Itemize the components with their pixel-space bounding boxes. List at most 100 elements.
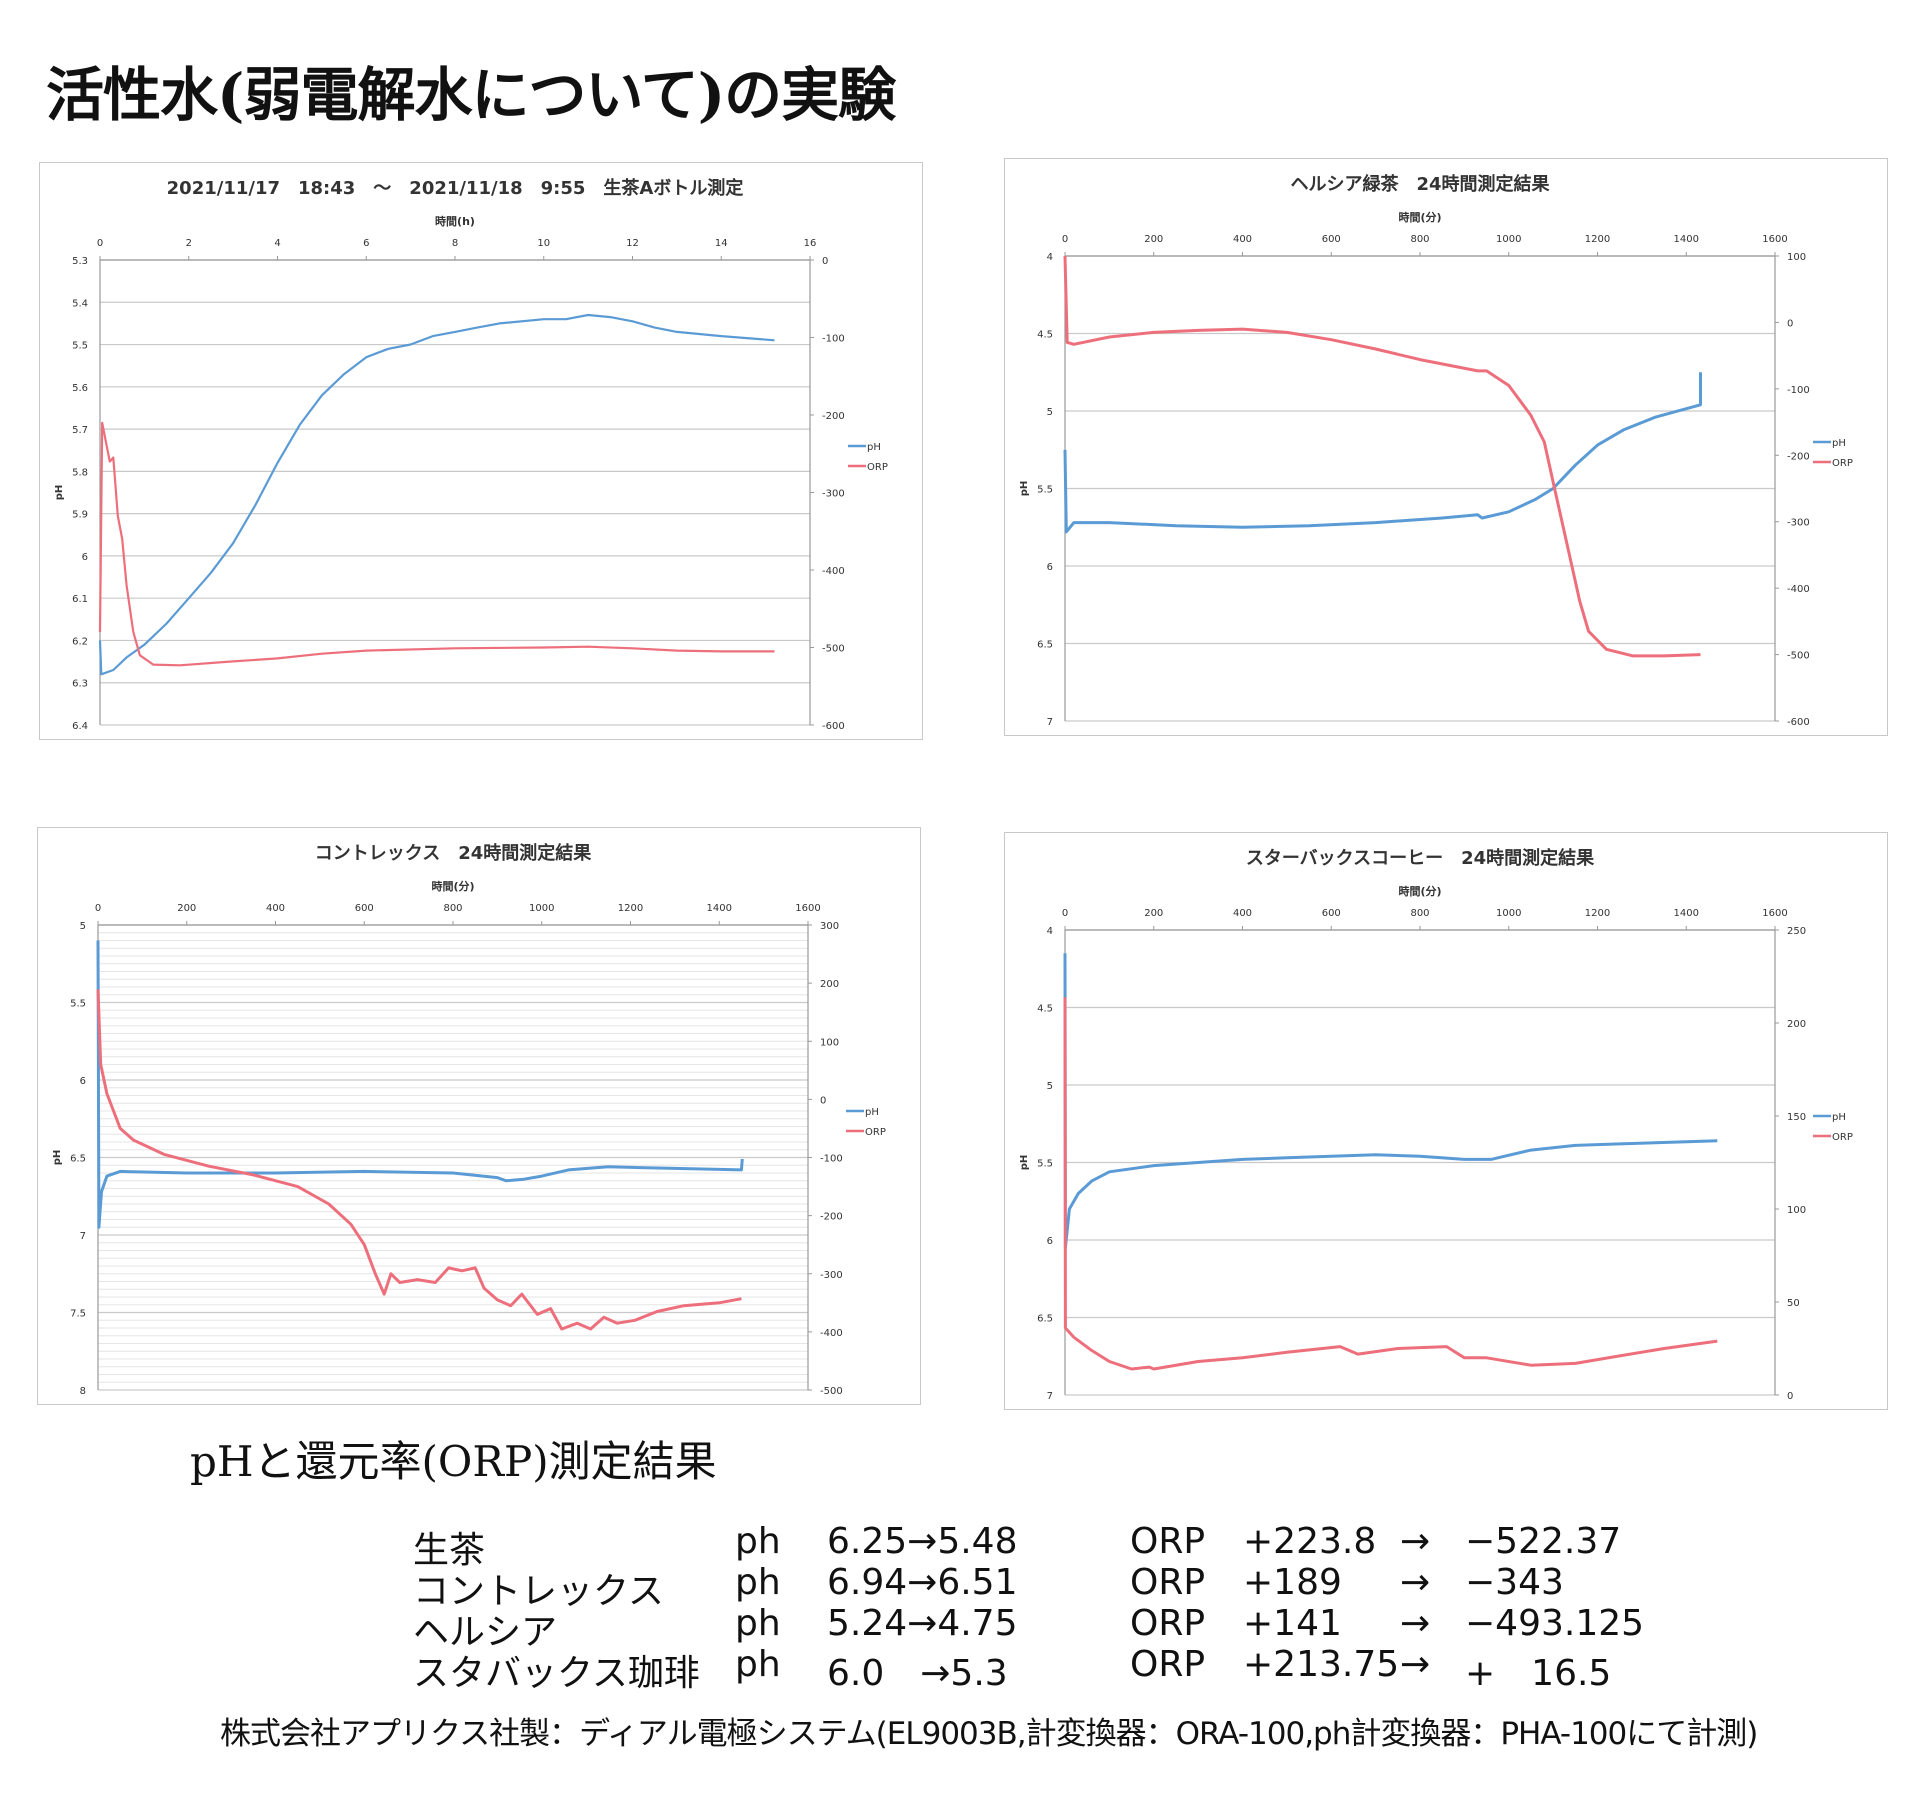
y-left-tick-label: 6.2 (72, 636, 88, 647)
summary-ph: 6.25→5.48 (827, 1521, 1018, 1562)
summary-orp-to: −522.37 (1465, 1521, 1622, 1562)
y-left-tick-label: 4 (1047, 252, 1053, 263)
y-right-tick-label: 300 (820, 921, 839, 932)
series-line-ph (98, 313, 775, 676)
x-tick-label: 400 (1233, 234, 1252, 245)
y-left-tick-label: 5.5 (1037, 1159, 1053, 1170)
y-left-tick-label: 5.9 (72, 510, 88, 521)
summary-orp-from: +189 (1243, 1562, 1342, 1603)
y-left-tick-label: 5.7 (72, 425, 88, 436)
summary-orp-label: ORP (1130, 1644, 1206, 1685)
x-tick-label: 1000 (1496, 908, 1521, 919)
y-left-tick-label: 7 (1047, 1391, 1053, 1402)
y-right-tick-label: -500 (820, 1386, 843, 1397)
summary-arrow: → (1400, 1603, 1431, 1644)
summary-orp-label: ORP (1130, 1521, 1206, 1562)
chart-contrex: コントレックス 24時間測定結果 時間(分) pH 5 5.5 6 6.5 7 7.5 8 300 2… (37, 827, 921, 1405)
y-left-tick-label: 6.5 (70, 1154, 86, 1165)
chart-healthya: ヘルシア緑茶 24時間測定結果 時間(分) pH 4 4.5 5 5.5 6 6.5 7 100 0-… (1004, 158, 1888, 736)
x-tick-label: 6 (363, 238, 369, 249)
chart-svg: ヘルシア緑茶 24時間測定結果時間(分)pH44.555.566.571000-… (1019, 173, 1853, 728)
y-right-tick-label: -200 (822, 411, 845, 422)
chart-title: スターバックスコーヒー 24時間測定結果 (1246, 847, 1595, 869)
x-tick-label: 0 (97, 238, 103, 249)
chart-svg: 2021/11/17 18:43 ～ 2021/11/18 9:55 生茶Aボト… (54, 177, 888, 732)
x-tick-label: 1200 (1585, 234, 1610, 245)
y-left-tick-label: 7 (80, 1231, 86, 1242)
summary-orp-from: +223.8 (1243, 1521, 1377, 1562)
y-right-tick-label: 250 (1787, 926, 1806, 937)
series-line-orp (98, 421, 775, 667)
x-tick-label: 600 (1322, 234, 1341, 245)
x-axis-title: 時間(h) (435, 214, 475, 228)
x-tick-label: 200 (1144, 234, 1163, 245)
x-tick-label: 1400 (1674, 908, 1699, 919)
x-tick-label: 12 (626, 238, 639, 249)
y-right-tick-label: 0 (1787, 318, 1793, 329)
series-line-ph (1063, 372, 1702, 534)
x-axis-title: 時間(分) (1398, 884, 1441, 898)
x-tick-label: 4 (274, 238, 280, 249)
x-tick-label: 1200 (618, 903, 643, 914)
y-left-tick-label: 5.4 (72, 298, 88, 309)
summary-orp-to: + 16.5 (1465, 1653, 1612, 1694)
y-right-tick-label: -600 (1787, 717, 1810, 728)
summary-ph-label: ph (735, 1644, 781, 1685)
y-right-tick-label: -200 (820, 1212, 843, 1223)
summary-ph: 6.94→6.51 (827, 1562, 1018, 1603)
summary-ph: 5.24→4.75 (827, 1603, 1018, 1644)
y-right-tick-label: -100 (1787, 385, 1810, 396)
summary-orp-from: +141 (1243, 1603, 1342, 1644)
y-axis-title: pH (54, 485, 65, 501)
y-left-tick-label: 6.5 (1037, 1314, 1053, 1325)
y-left-tick-label: 8 (80, 1386, 86, 1397)
y-right-tick-label: 50 (1787, 1298, 1800, 1309)
y-axis-title: pH (1019, 481, 1030, 497)
y-right-tick-label: -400 (822, 566, 845, 577)
y-left-tick-label: 6 (82, 552, 88, 563)
y-right-tick-label: 200 (1787, 1019, 1806, 1030)
y-left-tick-label: 5 (80, 921, 86, 932)
chart-title: コントレックス 24時間測定結果 (315, 842, 593, 864)
x-tick-label: 800 (1410, 908, 1429, 919)
legend-label: pH (1832, 438, 1846, 449)
x-tick-label: 0 (1062, 908, 1068, 919)
x-tick-label: 10 (537, 238, 550, 249)
footer-note: 株式会社アプリクス社製：ディアル電極システム(EL9003B,計変換器：ORA-… (220, 1716, 1758, 1752)
summary-arrow: → (1400, 1644, 1431, 1685)
summary-orp-from: +213.75 (1243, 1644, 1400, 1685)
y-left-tick-label: 6 (80, 1076, 86, 1087)
y-left-tick-label: 6.1 (72, 594, 88, 605)
summary-orp-label: ORP (1130, 1603, 1206, 1644)
x-tick-label: 14 (715, 238, 728, 249)
chart-title: 2021/11/17 18:43 ～ 2021/11/18 9:55 生茶Aボト… (167, 177, 744, 199)
series-line-orp (1063, 255, 1701, 658)
x-tick-label: 800 (1410, 234, 1429, 245)
x-tick-label: 800 (443, 903, 462, 914)
x-tick-label: 1000 (529, 903, 554, 914)
page-title: 活性水(弱電解水について)の実験 (46, 61, 896, 129)
y-left-tick-label: 5 (1047, 1081, 1053, 1092)
y-left-tick-label: 6 (1047, 1236, 1053, 1247)
legend-label: ORP (865, 1127, 886, 1138)
x-tick-label: 1400 (1674, 234, 1699, 245)
summary-orp-to: −343 (1465, 1562, 1564, 1603)
x-tick-label: 1200 (1585, 908, 1610, 919)
x-tick-label: 16 (804, 238, 817, 249)
x-tick-label: 0 (95, 903, 101, 914)
y-right-tick-label: -300 (820, 1270, 843, 1281)
legend-label: ORP (1832, 458, 1853, 469)
x-tick-label: 600 (1322, 908, 1341, 919)
y-left-tick-label: 6.5 (1037, 640, 1053, 651)
summary-ph: 6.0 →5.3 (827, 1653, 1008, 1694)
summary-orp-label: ORP (1130, 1562, 1206, 1603)
x-tick-label: 1600 (1762, 908, 1787, 919)
y-right-tick-label: -200 (1787, 451, 1810, 462)
y-right-tick-label: -500 (822, 644, 845, 655)
summary-arrow: → (1400, 1562, 1431, 1603)
chart-title: ヘルシア緑茶 24時間測定結果 (1290, 173, 1550, 195)
summary-name: コントレックス (413, 1571, 664, 1612)
y-right-tick-label: -100 (820, 1154, 843, 1165)
